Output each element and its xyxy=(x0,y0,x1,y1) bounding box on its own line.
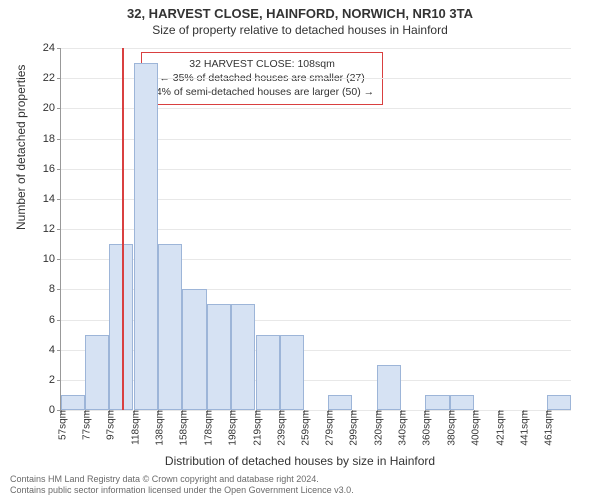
y-tick-label: 18 xyxy=(43,133,61,145)
histogram-bar xyxy=(280,335,304,410)
x-tick-label: 97sqm xyxy=(102,410,117,440)
y-tick-label: 22 xyxy=(43,72,61,84)
x-tick-label: 380sqm xyxy=(442,410,457,446)
x-tick-label: 57sqm xyxy=(54,410,69,440)
x-tick-label: 320sqm xyxy=(370,410,385,446)
histogram-bar xyxy=(377,365,401,410)
footer-attribution: Contains HM Land Registry data © Crown c… xyxy=(10,474,590,497)
histogram-bar xyxy=(109,244,133,410)
y-tick-label: 8 xyxy=(49,283,61,295)
x-tick-label: 158sqm xyxy=(175,410,190,446)
x-tick-label: 279sqm xyxy=(321,410,336,446)
histogram-bar xyxy=(207,304,231,410)
y-tick-label: 4 xyxy=(49,344,61,356)
chart-title-main: 32, HARVEST CLOSE, HAINFORD, NORWICH, NR… xyxy=(0,0,600,21)
y-tick-label: 10 xyxy=(43,253,61,265)
footer-line-2: Contains public sector information licen… xyxy=(10,485,590,496)
y-tick-label: 14 xyxy=(43,193,61,205)
histogram-bar xyxy=(182,289,206,410)
y-tick-label: 2 xyxy=(49,374,61,386)
x-tick-label: 77sqm xyxy=(78,410,93,440)
x-tick-label: 239sqm xyxy=(272,410,287,446)
x-tick-label: 360sqm xyxy=(418,410,433,446)
x-tick-label: 219sqm xyxy=(248,410,263,446)
callout-line-1: 32 HARVEST CLOSE: 108sqm xyxy=(150,57,374,71)
histogram-bar xyxy=(450,395,474,410)
x-tick-label: 198sqm xyxy=(223,410,238,446)
grid-line xyxy=(61,48,571,49)
histogram-bar xyxy=(231,304,255,410)
y-axis-label: Number of detached properties xyxy=(14,65,28,230)
y-tick-label: 6 xyxy=(49,314,61,326)
x-tick-label: 461sqm xyxy=(539,410,554,446)
histogram-bar xyxy=(158,244,182,410)
histogram-bar xyxy=(547,395,571,410)
histogram-bar xyxy=(328,395,352,410)
property-marker-line xyxy=(122,48,124,410)
y-tick-label: 16 xyxy=(43,163,61,175)
x-axis-label: Distribution of detached houses by size … xyxy=(0,454,600,468)
histogram-bar xyxy=(425,395,449,410)
y-tick-label: 24 xyxy=(43,42,61,54)
x-tick-label: 118sqm xyxy=(127,410,142,445)
callout-line-3: 64% of semi-detached houses are larger (… xyxy=(150,85,374,99)
footer-line-1: Contains HM Land Registry data © Crown c… xyxy=(10,474,590,485)
x-tick-label: 178sqm xyxy=(199,410,214,446)
chart-container: 32, HARVEST CLOSE, HAINFORD, NORWICH, NR… xyxy=(0,0,600,500)
x-tick-label: 441sqm xyxy=(515,410,530,446)
x-tick-label: 400sqm xyxy=(466,410,481,446)
histogram-bar xyxy=(61,395,85,410)
y-tick-label: 20 xyxy=(43,102,61,114)
chart-plot-area: 32 HARVEST CLOSE: 108sqm ← 35% of detach… xyxy=(60,48,571,411)
x-tick-label: 421sqm xyxy=(491,410,506,446)
x-tick-label: 259sqm xyxy=(296,410,311,446)
histogram-bar xyxy=(134,63,158,410)
x-tick-label: 299sqm xyxy=(345,410,360,446)
y-tick-label: 12 xyxy=(43,223,61,235)
chart-title-sub: Size of property relative to detached ho… xyxy=(0,21,600,37)
histogram-bar xyxy=(85,335,109,410)
x-tick-label: 340sqm xyxy=(394,410,409,446)
x-tick-label: 138sqm xyxy=(151,410,166,446)
histogram-bar xyxy=(256,335,280,410)
